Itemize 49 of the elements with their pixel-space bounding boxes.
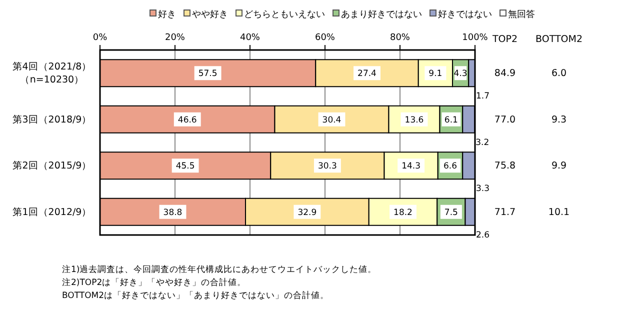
legend-label: どちらともいえない [244, 10, 325, 20]
data-label: 6.1 [444, 115, 458, 126]
text: 75.8 [494, 160, 516, 172]
data-label: 3.2 [476, 138, 490, 148]
text: 71.7 [494, 206, 516, 218]
legend-label: やや好き [192, 9, 228, 20]
text: 注2)TOP2は「好き」「やや好き」の合計値。 [62, 277, 246, 288]
data-label: 32.9 [298, 208, 317, 218]
x-tick-label: 80% [390, 33, 410, 43]
y-tick-label: 第2回（2015/9） [12, 160, 92, 172]
text: TOP2 [491, 34, 518, 45]
text: 77.0 [494, 114, 516, 126]
text: 84.9 [494, 68, 516, 80]
x-tick-label: 40% [240, 33, 260, 43]
data-label: 30.4 [322, 115, 342, 126]
text: BOTTOM2は「好きではない」「あまり好きではない」の合計値。 [62, 290, 330, 301]
data-label: 4.3 [454, 69, 468, 80]
text: 注1)過去調査は、今回調査の性年代構成比にあわせてウエイトバックした値。 [62, 264, 377, 275]
data-label: 45.5 [176, 162, 195, 172]
legend-label: あまり好きではない [341, 9, 422, 20]
text: BOTTOM2 [536, 34, 582, 45]
data-label: 30.3 [318, 162, 337, 172]
text: 9.9 [551, 160, 567, 172]
text: 9.3 [551, 114, 567, 126]
y-tick-label: 第4回（2021/8）（n=10230） [12, 60, 92, 86]
legend-label: 好きではない [438, 9, 492, 20]
text: 10.1 [548, 206, 570, 218]
x-tick-label: 20% [164, 33, 186, 43]
data-label: 46.6 [178, 115, 197, 126]
data-label: 3.3 [476, 184, 490, 194]
legend-label: 無回答 [508, 9, 535, 20]
data-label: 2.6 [476, 230, 490, 240]
x-tick-label: 60% [314, 33, 336, 43]
x-tick-label: 0% [92, 33, 108, 43]
data-label: 57.5 [198, 69, 218, 80]
data-label: 13.6 [404, 115, 424, 126]
data-label: 14.3 [402, 162, 421, 172]
data-label: 18.2 [394, 208, 412, 218]
text: 6.0 [551, 68, 567, 80]
data-label: 27.4 [358, 69, 376, 80]
data-label: 6.6 [443, 162, 458, 172]
y-tick-label: 第1回（2012/9） [12, 206, 92, 218]
x-tick-label: 100% [462, 33, 488, 43]
data-label: 1.7 [476, 92, 490, 102]
data-label: 38.8 [163, 208, 182, 218]
y-tick-label: 第3回（2018/9） [12, 113, 92, 126]
data-label: 7.5 [444, 208, 458, 218]
legend-label: 好き [158, 9, 176, 20]
data-label: 9.1 [428, 69, 442, 80]
